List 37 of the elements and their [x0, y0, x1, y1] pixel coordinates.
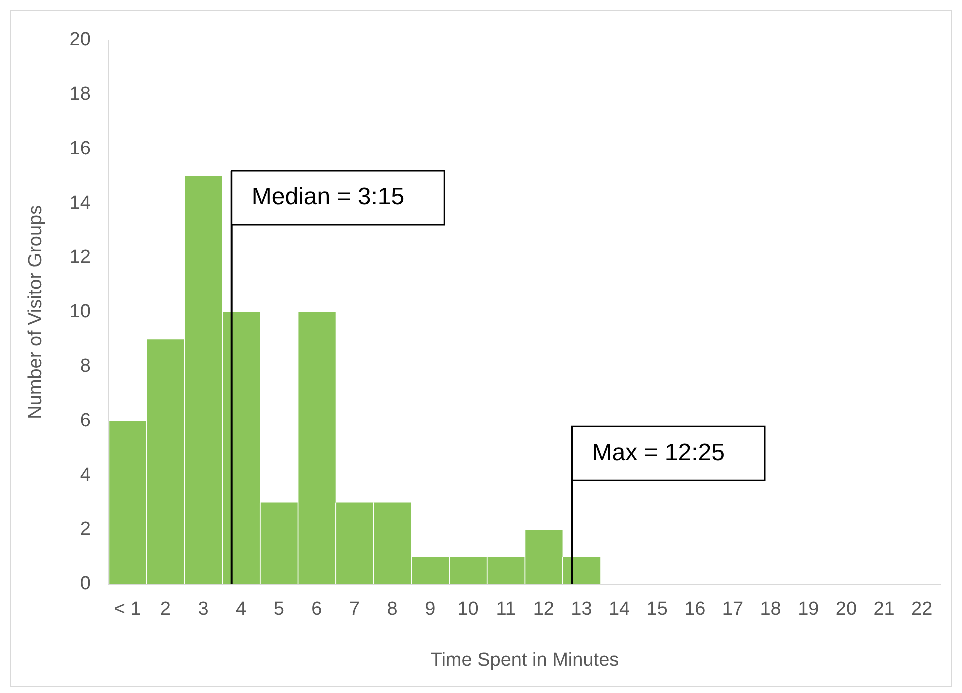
- x-tick-label: 6: [312, 599, 322, 620]
- x-tick-label: 14: [608, 599, 631, 620]
- x-tick-label: 21: [874, 599, 895, 620]
- x-tick-label: 19: [798, 599, 820, 620]
- x-tick-label: < 1: [114, 599, 142, 620]
- x-tick-label: 7: [349, 599, 360, 620]
- x-tick-label: 13: [571, 599, 592, 620]
- x-tick-label: 8: [387, 599, 398, 620]
- x-tick-label: 12: [533, 599, 554, 620]
- y-tick-label: 16: [70, 138, 91, 160]
- x-tick-label: 17: [722, 599, 744, 620]
- x-tick-label: 4: [236, 599, 248, 620]
- y-tick-label: 12: [70, 247, 91, 268]
- y-tick-label: 14: [70, 192, 92, 214]
- x-tick-label: 3: [198, 599, 209, 620]
- ref-line-label: Max = 12:25: [592, 439, 725, 466]
- x-axis-title: Time Spent in Minutes: [430, 650, 620, 671]
- x-tick-label: 22: [912, 599, 933, 620]
- y-tick-label: 18: [70, 84, 91, 106]
- x-tick-label: 20: [836, 599, 858, 620]
- y-tick-label: 6: [80, 410, 91, 432]
- y-tick-label: 10: [70, 302, 91, 323]
- y-tick-label: 8: [80, 356, 91, 378]
- y-tick-label: 4: [80, 464, 92, 486]
- x-tick-label: 10: [458, 599, 479, 620]
- x-tick-label: 11: [496, 599, 516, 620]
- ref-line-label: Median = 3:15: [252, 184, 405, 211]
- x-tick-label: 15: [646, 599, 668, 620]
- x-tick-label: 18: [760, 599, 782, 620]
- x-tick-label: 2: [160, 599, 171, 620]
- x-tick-label: 16: [684, 599, 706, 620]
- x-tick-label: 5: [274, 599, 284, 620]
- x-tick-label: 9: [425, 599, 436, 620]
- y-tick-label: 2: [80, 519, 91, 540]
- y-tick-label: 0: [80, 574, 91, 595]
- y-axis-title: Number of Visitor Groups: [26, 205, 47, 420]
- y-tick-label: 20: [70, 30, 91, 51]
